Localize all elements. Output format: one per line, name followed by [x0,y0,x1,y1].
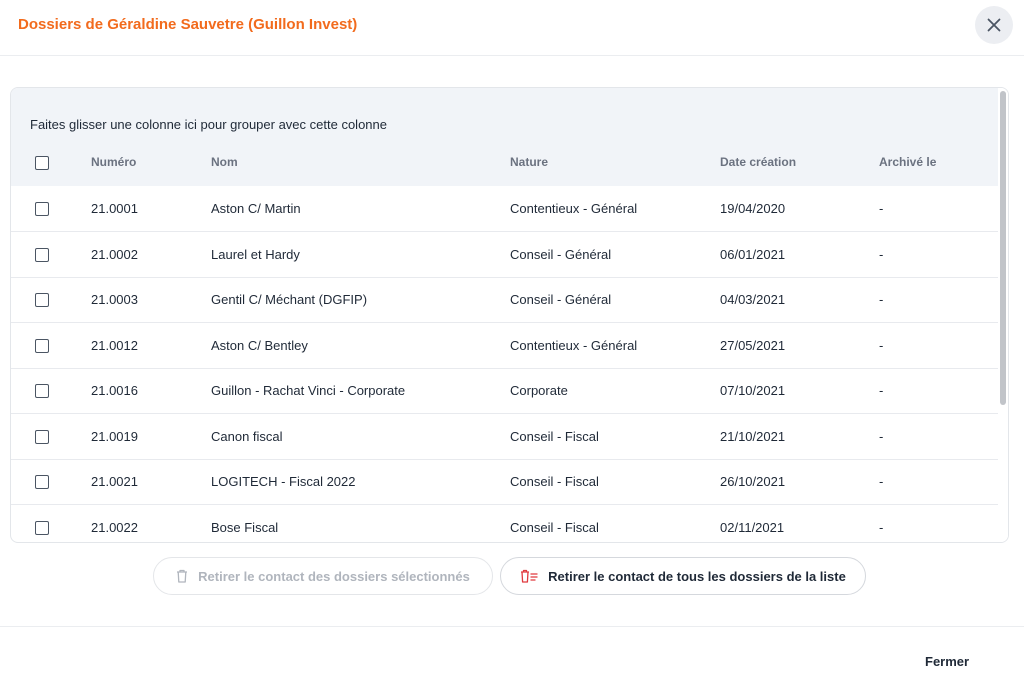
cell-date-creation: 04/03/2021 [720,292,786,307]
close-icon [987,18,1001,32]
cell-nature: Corporate [510,383,568,398]
cell-numero: 21.0012 [91,337,138,353]
row-checkbox[interactable] [35,293,49,307]
table-row[interactable]: 21.0021 LOGITECH - Fiscal 2022 Conseil - F… [11,459,998,505]
group-drop-zone[interactable]: Faites glisser une colonne ici pour grou… [30,117,387,132]
cell-date-creation: 21/10/2021 [720,428,786,444]
cell-numero: 21.0022 [91,519,138,535]
table-row[interactable]: 21.0012 Aston C/ Bentley Contentieux - Gén… [11,323,998,369]
row-checkbox[interactable] [35,475,49,489]
remove-all-button[interactable]: Retirer le contact de tous les dossiers … [500,557,866,595]
dialog-title: Dossiers de Géraldine Sauvetre (Guillon … [18,16,358,33]
cell-nom: Aston C/ Bentley [211,337,308,353]
table-row[interactable]: 21.0001 Aston C/ Martin Contentieux - Géné… [11,186,998,232]
row-checkbox[interactable] [35,247,49,262]
cell-archive: - [879,474,884,489]
row-checkbox[interactable] [35,520,49,535]
table-row[interactable]: 21.0016 Guillon - Rachat Vinci - Corporat… [11,368,998,414]
cell-nom: Gentil C/ Méchant (DGFIP) [211,292,368,307]
cell-nature: Contentieux - Général [510,201,638,216]
row-checkbox[interactable] [35,202,49,216]
table-row[interactable]: 21.0003 Gentil C/ Méchant (DGFIP) Conseil … [11,277,998,323]
cell-date-creation: 26/10/2021 [720,474,786,489]
trash-icon [177,569,188,583]
column-header-numero[interactable]: Numéro [91,155,137,169]
cell-numero: 21.0016 [91,383,138,398]
table-row[interactable]: 21.0022 Bose Fiscal Conseil - Fiscal 02/11/… [11,505,998,543]
row-checkbox[interactable] [35,384,49,398]
cell-nature: Conseil - Général [510,292,612,307]
cell-numero: 21.0021 [91,474,138,489]
grid-header: Faites glisser une colonne ici pour grou… [11,88,998,186]
cell-nom: LOGITECH - Fiscal 2022 [211,474,356,489]
column-header-date-creation[interactable]: Date création [720,155,797,169]
row-checkbox[interactable] [35,338,49,353]
fermer-button[interactable]: Fermer [925,654,970,669]
cell-nom: Canon fiscal [211,428,283,444]
dialog-footer: Fermer [0,626,1024,689]
table-row[interactable]: 21.0019 Canon fiscal Conseil - Fiscal 21/10… [11,414,998,460]
dossiers-grid: Faites glisser une colonne ici pour grou… [10,87,1009,543]
cell-archive: - [879,383,884,398]
cell-nom: Aston C/ Martin [211,201,301,216]
remove-selected-label: Retirer le contact des dossiers sélectio… [198,568,470,584]
cell-nature: Conseil - Fiscal [510,519,599,535]
cell-date-creation: 07/10/2021 [720,383,786,398]
cell-date-creation: 27/05/2021 [720,337,786,353]
cell-numero: 21.0019 [91,428,138,444]
cell-nom: Laurel et Hardy [211,246,300,262]
column-header-nom[interactable]: Nom [211,155,238,169]
table-row[interactable]: 21.0002 Laurel et Hardy Conseil - Général 0… [11,232,998,278]
cell-nature: Conseil - Fiscal [510,428,599,444]
trash-list-icon [521,569,538,583]
column-header-nature[interactable]: Nature [510,155,549,169]
close-button[interactable] [975,6,1013,44]
cell-archive: - [879,246,884,262]
cell-archive: - [879,428,884,444]
row-checkbox[interactable] [35,429,49,444]
cell-archive: - [879,519,884,535]
dialog-header: Dossiers de Géraldine Sauvetre (Guillon … [0,0,1024,56]
cell-numero: 21.0001 [91,201,138,216]
cell-nom: Guillon - Rachat Vinci - Corporate [211,383,406,398]
cell-date-creation: 19/04/2020 [720,201,786,216]
cell-numero: 21.0002 [91,246,138,262]
cell-nom: Bose Fiscal [211,519,279,535]
remove-all-label: Retirer le contact de tous les dossiers … [548,568,846,584]
cell-archive: - [879,201,884,216]
cell-numero: 21.0003 [91,292,138,307]
cell-date-creation: 02/11/2021 [720,519,785,535]
scrollbar-thumb[interactable] [1000,91,1006,405]
select-all-checkbox[interactable] [35,156,49,170]
remove-selected-button[interactable]: Retirer le contact des dossiers sélectio… [153,557,493,595]
column-header-archive[interactable]: Archivé le [879,155,937,169]
cell-nature: Contentieux - Général [510,337,638,353]
cell-archive: - [879,337,884,353]
cell-archive: - [879,292,884,307]
cell-date-creation: 06/01/2021 [720,246,786,262]
cell-nature: Conseil - Fiscal [510,474,599,489]
cell-nature: Conseil - Général [510,246,612,262]
